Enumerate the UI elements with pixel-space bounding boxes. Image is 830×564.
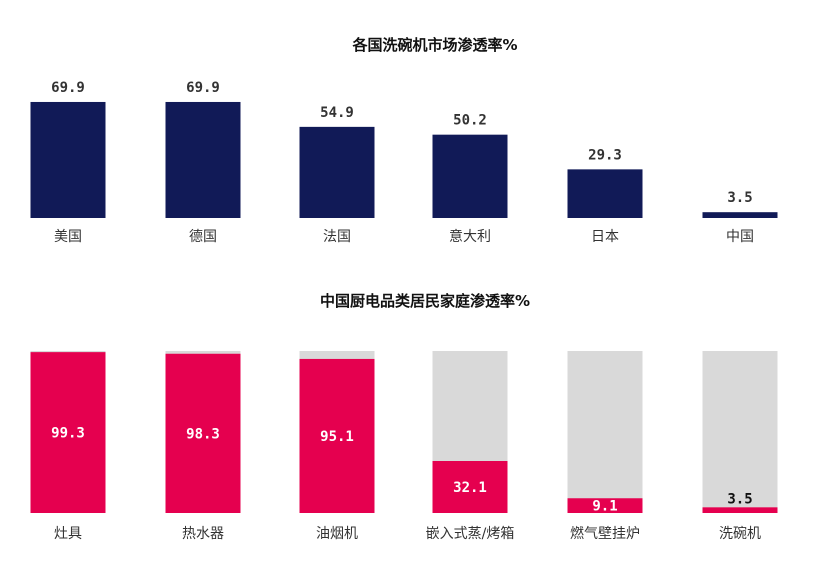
- category-label-1: 美国: [54, 229, 82, 245]
- category-label-1: 灶具: [54, 526, 82, 542]
- value-label-2: 98.3: [186, 426, 220, 442]
- value-label-4: 32.1: [453, 480, 487, 496]
- category-label-6: 中国: [726, 229, 754, 245]
- value-label-4: 50.2: [453, 113, 487, 129]
- value-label-6: 3.5: [727, 491, 752, 507]
- category-label-3: 法国: [323, 229, 351, 245]
- category-label-2: 德国: [189, 229, 217, 245]
- category-label-6: 洗碗机: [719, 526, 761, 542]
- bar-fill-4: [432, 460, 508, 513]
- value-label-2: 69.9: [186, 80, 220, 96]
- value-label-1: 99.3: [51, 426, 85, 442]
- bar-5: [567, 169, 643, 218]
- bar-track-5: [567, 351, 643, 513]
- category-label-5: 燃气壁挂炉: [570, 525, 640, 542]
- value-label-3: 95.1: [320, 429, 354, 445]
- chart1-title: 各国洗碗机市场渗透率%: [352, 36, 518, 54]
- chart2-title: 中国厨电品类居民家庭渗透率%: [319, 292, 531, 310]
- bar-fill-2: [165, 353, 241, 513]
- bar-2: [165, 101, 241, 218]
- bar-6: [702, 212, 778, 218]
- value-label-6: 3.5: [727, 190, 752, 206]
- value-label-5: 29.3: [588, 147, 622, 163]
- category-label-4: 嵌入式蒸/烤箱: [426, 526, 515, 542]
- category-label-2: 热水器: [182, 526, 224, 542]
- category-label-4: 意大利: [449, 228, 491, 245]
- bar-fill-1: [30, 352, 106, 513]
- bar-track-6: [702, 351, 778, 513]
- value-label-3: 54.9: [320, 105, 354, 121]
- category-label-3: 油烟机: [316, 526, 358, 542]
- bar-fill-3: [299, 358, 375, 513]
- category-label-5: 日本: [591, 229, 619, 245]
- bar-3: [299, 126, 375, 218]
- bar-fill-6: [702, 507, 778, 513]
- bar-4: [432, 134, 508, 218]
- value-label-5: 9.1: [592, 499, 617, 515]
- bar-1: [30, 101, 106, 218]
- bar-fill-5: [567, 498, 643, 513]
- value-label-1: 69.9: [51, 80, 85, 96]
